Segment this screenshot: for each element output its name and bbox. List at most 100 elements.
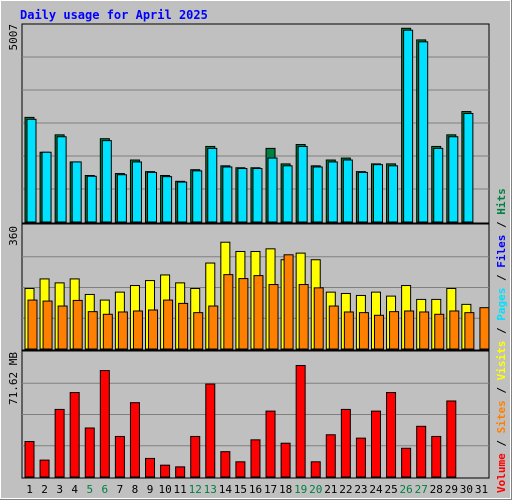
day-label-17: 17 — [264, 483, 277, 496]
volume-bar-volume-day-4 — [69, 392, 80, 478]
pages_visits-bar-visits-day-20 — [313, 287, 324, 350]
day-label-16: 16 — [249, 483, 262, 496]
day-label-19: 19 — [294, 483, 307, 496]
day-label-9: 9 — [147, 483, 154, 496]
day-label-4: 4 — [71, 483, 78, 496]
pages_visits-bar-visits-day-26 — [404, 310, 415, 350]
pages_visits-bar-visits-day-12 — [193, 312, 204, 350]
hits_files-bar-files-day-17 — [267, 157, 278, 223]
pages_visits-bar-visits-day-24 — [373, 314, 384, 350]
volume-bar-volume-day-2 — [39, 459, 50, 478]
day-label-23: 23 — [354, 483, 367, 496]
volume-bar-volume-day-12 — [190, 435, 201, 478]
day-label-6: 6 — [102, 483, 109, 496]
pages_visits-bar-visits-day-22 — [343, 311, 354, 350]
pages_visits-bar-visits-day-29 — [449, 310, 460, 350]
pages_visits-bar-visits-day-27 — [419, 311, 430, 350]
legend-separator: / — [495, 433, 508, 453]
pages_visits-bar-visits-day-15 — [238, 278, 249, 350]
pages_visits-bar-visits-day-4 — [72, 299, 83, 350]
volume-bar-volume-day-23 — [355, 437, 366, 478]
hits_files-bar-files-day-19 — [297, 145, 308, 223]
volume-bar-volume-day-5 — [84, 427, 95, 478]
volume-bar-volume-day-15 — [235, 461, 246, 478]
volume-bar-volume-day-8 — [129, 402, 140, 478]
day-label-11: 11 — [174, 483, 187, 496]
day-label-14: 14 — [219, 483, 233, 496]
hits_files-bar-files-day-15 — [237, 168, 248, 223]
day-label-13: 13 — [204, 483, 217, 496]
legend-hits: Hits — [495, 188, 508, 215]
pages_visits-bar-visits-day-9 — [148, 309, 159, 350]
hits_files-bar-files-day-18 — [282, 165, 293, 223]
hits_files-bar-files-day-21 — [327, 161, 338, 223]
hits-files-max-label: 5007 — [7, 24, 20, 51]
hits_files-bar-files-day-5 — [86, 175, 97, 223]
hits_files-bar-files-day-24 — [372, 164, 383, 223]
hits_files-bar-files-day-7 — [116, 174, 127, 223]
day-label-29: 29 — [445, 483, 458, 496]
hits_files-bar-files-day-30 — [463, 113, 474, 223]
hits_files-bar-files-day-16 — [252, 168, 263, 223]
volume-bar-volume-day-28 — [431, 435, 442, 478]
volume-bar-volume-day-9 — [145, 457, 156, 478]
hits_files-bar-files-day-9 — [147, 171, 158, 223]
volume-bar-volume-day-3 — [54, 408, 65, 478]
volume-bar-volume-day-26 — [401, 447, 412, 478]
pages_visits-bar-visits-day-13 — [208, 305, 219, 350]
hits_files-bar-files-day-27 — [418, 41, 429, 223]
volume-bar-volume-day-24 — [370, 410, 381, 478]
legend-sites: Sites — [495, 400, 508, 433]
volume-max-label: 71.62 MB — [7, 352, 20, 405]
legend-separator: / — [495, 380, 508, 400]
day-label-28: 28 — [430, 483, 443, 496]
volume-bar-volume-day-16 — [250, 439, 261, 478]
day-label-24: 24 — [369, 483, 383, 496]
pages_visits-bar-visits-day-28 — [434, 313, 445, 350]
day-label-27: 27 — [415, 483, 428, 496]
day-label-30: 30 — [460, 483, 473, 496]
volume-bar-volume-day-21 — [325, 434, 336, 478]
day-label-10: 10 — [158, 483, 171, 496]
day-label-25: 25 — [384, 483, 397, 496]
volume-bar-volume-day-13 — [205, 383, 216, 478]
volume-bar-volume-day-14 — [220, 451, 231, 478]
day-label-3: 3 — [56, 483, 63, 496]
volume-bar-volume-day-29 — [446, 400, 457, 478]
pages_visits-bar-visits-day-21 — [328, 305, 339, 350]
legend-separator: / — [495, 268, 508, 288]
day-axis-labels: 1 2 3 4 5 6 7 8 9 10 11 12 13 14 15 16 17 18 19 20 21 22 23 24 2… — [26, 483, 488, 496]
day-label-21: 21 — [324, 483, 337, 496]
legend-separator: / — [495, 215, 508, 235]
volume-bar-volume-day-10 — [160, 464, 171, 478]
volume-bar-volume-day-27 — [416, 425, 427, 478]
pages_visits-bar-visits-day-5 — [87, 311, 98, 350]
legend-separator: / — [495, 321, 508, 341]
hits_files-bar-files-day-11 — [177, 181, 188, 223]
hits_files-bar-files-day-20 — [312, 166, 323, 223]
pages_visits-bar-visits-day-3 — [57, 305, 68, 350]
volume-bar-volume-day-1 — [24, 441, 35, 478]
day-label-26: 26 — [400, 483, 413, 496]
hits_files-bar-files-day-6 — [101, 140, 112, 223]
volume-bar-volume-day-19 — [295, 364, 306, 478]
hits_files-bar-files-day-12 — [192, 170, 203, 223]
hits_files-bar-files-day-10 — [162, 176, 173, 223]
day-label-22: 22 — [339, 483, 352, 496]
volume-bar-volume-day-18 — [280, 442, 291, 478]
legend: Volume / Sites / Visits / Pages / Files … — [495, 188, 508, 493]
day-label-1: 1 — [26, 483, 33, 496]
day-label-5: 5 — [86, 483, 93, 496]
pages_visits-bar-visits-day-2 — [42, 300, 53, 350]
hits_files-bar-files-day-23 — [357, 171, 368, 223]
day-label-20: 20 — [309, 483, 322, 496]
volume-bar-volume-day-20 — [310, 461, 321, 478]
pages_visits-bar-visits-day-19 — [298, 284, 309, 350]
day-label-31: 31 — [475, 483, 488, 496]
pages_visits-bar-visits-day-10 — [163, 299, 174, 350]
pages_visits-bar-visits-day-11 — [178, 302, 189, 350]
hits_files-bar-files-day-8 — [131, 161, 142, 223]
